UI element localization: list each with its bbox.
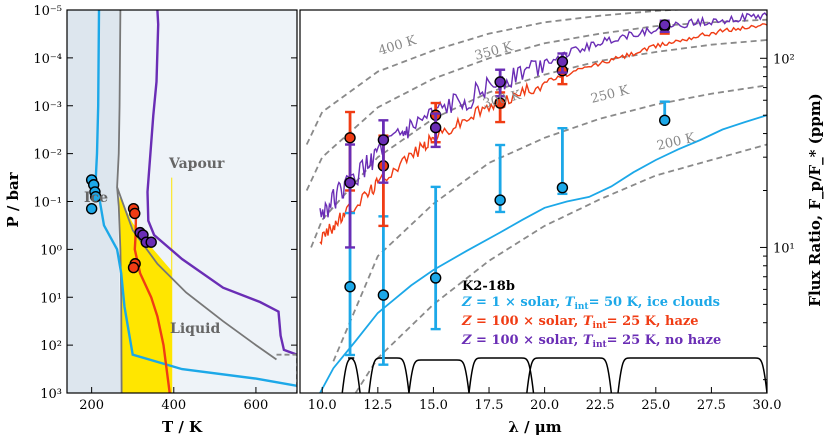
blackbody-label-1: 350 K [473,39,515,64]
right-x-tick-label: 15.0 [419,398,448,413]
data-point-0-2 [429,272,442,284]
left-y-tick-label: 10⁻⁵ [33,4,62,19]
model-spectrum-1 [319,23,767,246]
data-point-1-0 [344,132,356,144]
data-point-2-0 [344,176,356,189]
data-point-1-3 [494,97,506,109]
region-label-liquid: Liquid [170,321,220,337]
filter-bandpass-F1500W [408,359,470,393]
legend-entry-0: Z = 1 × solar, Tint= 50 K, ice clouds [461,295,720,312]
photosphere-markers [85,174,157,274]
data-point-2-1 [377,134,390,146]
right-ticks: 10.0 12.5 15.0 17.5 20.0 22.5 25.0 27.5 30.0 10¹ 1… [308,52,795,413]
blackbody-label-0: 400 K [377,33,419,59]
right-panel: 10.0 12.5 15.0 17.5 20.0 22.5 25.0 27.5 30.0 10¹ 1… [299,9,824,436]
right-x-axis-label: λ / μm [508,418,561,436]
right-y-tick-label: 10² [773,52,795,67]
left-y-tick-label: 10⁰ [40,243,62,258]
region-label-vapour: Vapour [168,156,225,172]
pt-marker-0-4 [85,202,98,215]
region-label-ice: Ice [84,190,108,206]
model-spectrum-2 [319,12,767,219]
model-spectrum-0 [319,114,767,393]
vapour-liquid-boundary-line [116,186,277,361]
left-ticks: 200 400 600 10⁻⁵ 10⁻⁴ 10⁻³ 10⁻² 10⁻¹ 10⁰ 10¹ 10² 10… [33,4,297,413]
right-x-tick-label: 10.0 [308,398,337,413]
binned-data-points [344,19,671,366]
data-point-0-0 [344,281,356,293]
pt-marker-1-3 [127,261,140,274]
pt-profile-2 [146,10,297,356]
filter-bandpass-F1280W [368,357,410,393]
right-x-tick-label: 30.0 [753,398,782,413]
right-y-tick-label: 10¹ [773,241,795,256]
pt-marker-0-3 [90,191,102,203]
legend-entry-1: Z = 100 × solar, Tint= 25 K, haze [461,314,699,331]
legend-planet: K2-18b [462,279,515,294]
right-x-tick-label: 25.0 [641,398,670,413]
left-y-tick-label: 10⁻² [33,148,62,163]
pt-marker-1-1 [129,207,141,220]
data-point-0-3 [494,194,506,206]
data-point-2-4 [556,55,569,68]
legend-entry-2: Z = 100 × solar, Tint= 25 K, no haze [461,333,721,350]
blackbody-label-3: 250 K [589,83,630,107]
pt-profile-0 [94,10,297,387]
filter-bandpass-F1130W [341,357,361,393]
left-y-tick-label: 10⁻¹ [33,196,62,211]
left-y-tick-label: 10¹ [40,291,62,306]
legend: K2-18b Z = 1 × solar, Tint= 50 K, ice cl… [461,279,721,350]
data-point-2-5 [659,19,671,31]
left-x-axis-label: T / K [162,418,203,436]
left-x-tick-label: 200 [79,398,104,413]
right-x-tick-label: 22.5 [586,398,615,413]
data-point-2-2 [429,121,442,134]
blackbody-curve-200K [354,143,767,393]
right-x-tick-label: 27.5 [697,398,726,413]
left-y-tick-label: 10² [40,339,62,354]
right-x-tick-label: 17.5 [475,398,504,413]
data-point-0-4 [556,181,569,194]
left-y-axis-label: P / bar [4,171,22,227]
ice-boundary-line [116,10,123,393]
data-point-2-3 [494,76,506,88]
data-point-0-1 [377,289,390,301]
right-x-tick-label: 20.0 [530,398,559,413]
blackbody-curve-350K [305,18,767,191]
left-y-tick-label: 10⁻³ [33,100,62,115]
right-y-axis-label: Flux Ratio, F_p/F_* (ppm) [806,93,824,306]
blackbody-curve-400K [305,10,688,145]
left-panel: 200 400 600 10⁻⁵ 10⁻⁴ 10⁻³ 10⁻² 10⁻¹ 10⁰ 10¹ 10² 10… [4,4,298,436]
right-plot-frame [299,9,768,394]
pt-profiles [94,10,297,393]
pt-marker-2-3 [145,236,157,248]
left-y-tick-label: 10⁻⁴ [33,52,62,67]
filter-bandpass-F2100W [526,357,613,393]
left-x-tick-label: 400 [161,398,186,413]
data-point-0-5 [659,114,671,127]
left-x-tick-label: 600 [244,398,269,413]
blackbody-curve-250K [332,84,767,362]
filter-bandpass-F2550W [617,357,767,393]
pt-profile-1 [133,211,171,393]
filter-bandpass-F1800W [468,357,535,393]
left-y-tick-label: 10³ [40,387,62,402]
right-x-tick-label: 12.5 [363,398,392,413]
filter-bandpasses [341,357,767,393]
phase-regions [67,10,297,393]
